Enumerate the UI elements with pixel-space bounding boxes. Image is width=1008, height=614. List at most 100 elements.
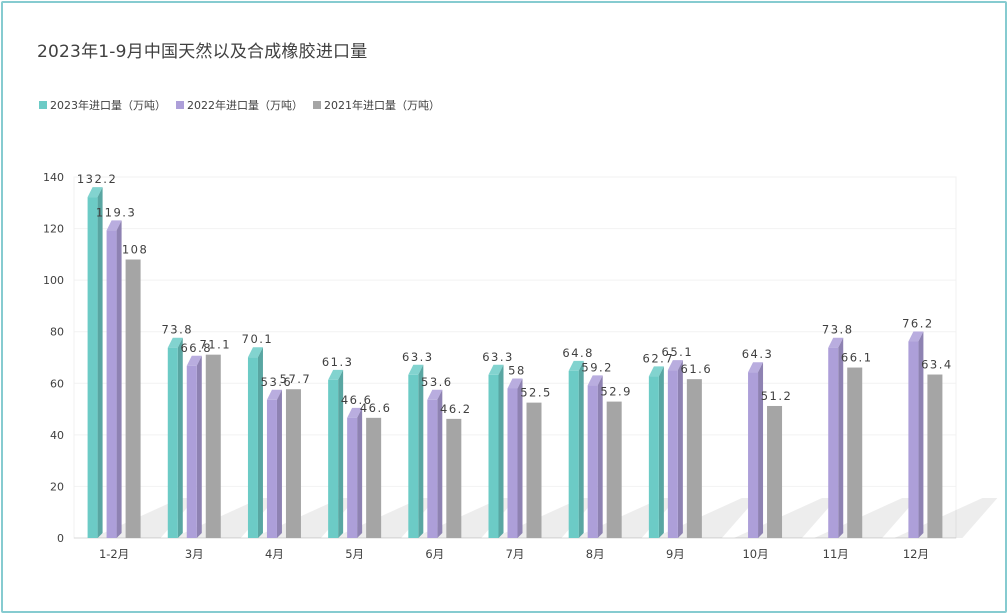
bar-2022: [507, 388, 518, 538]
data-label-2021: 46.2: [440, 402, 472, 416]
bar-2021: [285, 389, 301, 538]
bar-side-2022: [276, 389, 282, 538]
data-label-2022: 53.6: [261, 375, 293, 389]
bar-2022: [828, 347, 839, 538]
x-tick-label: 1-2月: [99, 547, 129, 561]
bar-side-2023: [658, 366, 664, 538]
bar-side-2022: [517, 378, 523, 538]
legend-swatch-2023: [39, 101, 47, 109]
x-tick-label: 3月: [185, 547, 204, 561]
legend: 2023年进口量（万吨） 2022年进口量（万吨） 2021年进口量（万吨）: [39, 97, 440, 113]
bar-2023: [247, 357, 258, 538]
data-label-2021: 66.1: [841, 351, 873, 365]
bar-2022: [427, 399, 438, 538]
bar-side-2022: [918, 331, 924, 538]
data-label-2021: 51.2: [761, 389, 793, 403]
x-tick-label: 9月: [666, 547, 685, 561]
data-label-2021: 46.6: [360, 401, 392, 415]
bar-2021: [526, 402, 542, 538]
data-label-2023: 62.7: [643, 351, 675, 365]
legend-swatch-2022: [176, 101, 184, 109]
bar-2022: [186, 365, 197, 538]
bar-2023: [167, 347, 178, 538]
bar-2021: [205, 354, 221, 538]
bar-2022: [908, 341, 919, 538]
bar-side-2022: [677, 360, 683, 538]
data-label-2023: 132.2: [77, 172, 117, 186]
bar-2022: [106, 230, 117, 538]
bar-2022: [347, 417, 358, 538]
legend-label-2023: 2023年进口量（万吨）: [50, 99, 166, 112]
data-label-2022: 65.1: [662, 345, 694, 359]
data-label-2021: 61.6: [681, 362, 713, 376]
bar-side-2022: [838, 337, 844, 538]
data-label-2023: 63.3: [402, 350, 434, 364]
data-label-2021: 108: [122, 243, 148, 257]
data-label-2021: 71.1: [199, 338, 231, 352]
x-tick-label: 8月: [586, 547, 605, 561]
bar-side-2022: [597, 375, 603, 538]
y-tick-label: 0: [57, 532, 64, 545]
x-tick-label: 5月: [345, 547, 364, 561]
bar-2022: [587, 385, 598, 538]
y-tick-label: 60: [50, 377, 64, 390]
legend-label-2021: 2021年进口量（万吨）: [324, 99, 440, 112]
y-tick-label: 120: [43, 223, 64, 236]
bar-side-2023: [578, 360, 584, 538]
data-label-2021: 63.4: [921, 358, 953, 372]
bar-2022: [266, 399, 277, 538]
bar-side-2022: [357, 407, 363, 538]
data-label-2022: 76.2: [902, 317, 934, 331]
data-label-2022: 58: [508, 363, 526, 377]
legend-item-2023[interactable]: 2023年进口量（万吨）: [39, 97, 166, 113]
data-label-2022: 66.8: [180, 341, 212, 355]
bar-side-2022: [437, 389, 443, 538]
legend-label-2022: 2022年进口量（万吨）: [187, 99, 303, 112]
data-label-2022: 59.2: [581, 360, 613, 374]
bar-2021: [847, 367, 863, 538]
chart-title: 2023年1-9月中国天然以及合成橡胶进口量: [37, 42, 368, 62]
data-label-2022: 46.6: [341, 393, 373, 407]
bar-side-2023: [418, 364, 424, 538]
bar-side-2022: [116, 220, 122, 538]
bar-2021: [446, 418, 462, 538]
legend-item-2022[interactable]: 2022年进口量（万吨）: [176, 97, 303, 113]
data-label-2023: 73.8: [161, 323, 193, 337]
x-tick-label: 7月: [506, 547, 525, 561]
legend-item-2021[interactable]: 2021年进口量（万吨）: [313, 97, 440, 113]
data-label-2021: 52.9: [600, 385, 632, 399]
bar-side-2023: [257, 347, 263, 538]
bar-2021: [125, 259, 141, 538]
y-tick-label: 20: [50, 480, 64, 493]
x-tick-label: 10月: [742, 547, 768, 561]
bar-2023: [568, 370, 579, 538]
bar-2023: [648, 376, 659, 538]
bar-side-2023: [177, 337, 183, 538]
bar-2023: [408, 374, 419, 538]
data-label-2022: 73.8: [822, 323, 854, 337]
data-label-2021: 57.7: [280, 372, 312, 386]
x-tick-label: 4月: [265, 547, 284, 561]
bar-side-2023: [97, 187, 103, 538]
y-tick-label: 40: [50, 429, 64, 442]
bar-2022: [667, 370, 678, 538]
bar-side-2022: [196, 355, 202, 538]
y-tick-label: 100: [43, 274, 64, 287]
legend-swatch-2021: [313, 101, 321, 109]
y-tick-label: 140: [43, 171, 64, 184]
data-label-2023: 70.1: [242, 332, 274, 346]
x-tick-label: 11月: [823, 547, 849, 561]
data-label-2023: 64.8: [562, 346, 594, 360]
bar-2021: [927, 374, 943, 538]
bar-2023: [488, 374, 499, 538]
bar-2021: [366, 417, 382, 538]
x-tick-label: 12月: [903, 547, 929, 561]
bar-2023: [87, 197, 98, 538]
data-label-2022: 53.6: [421, 375, 453, 389]
data-label-2023: 61.3: [322, 355, 354, 369]
bar-2022: [748, 372, 759, 538]
data-label-2023: 63.3: [482, 350, 514, 364]
data-label-2022: 64.3: [742, 347, 774, 361]
y-tick-label: 80: [50, 326, 64, 339]
